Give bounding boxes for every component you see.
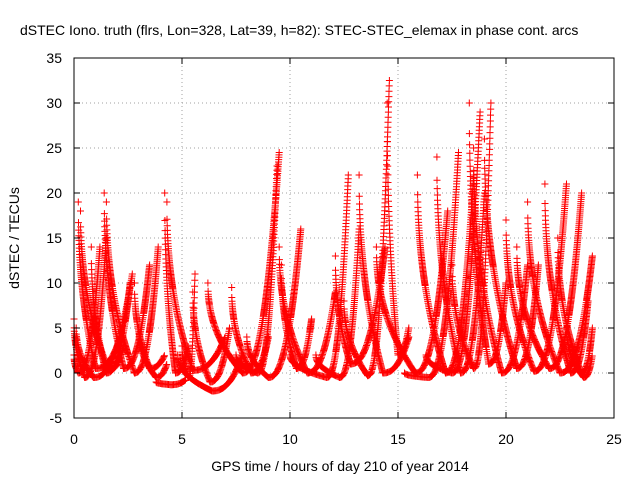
data-point-markers <box>502 216 538 374</box>
y-tick-label: 0 <box>54 365 62 381</box>
data-point-markers <box>232 351 261 377</box>
x-tick-label: 5 <box>178 431 186 447</box>
data-point-markers <box>243 333 272 381</box>
data-point-markers <box>163 198 196 373</box>
data-point-markers <box>465 99 493 368</box>
data-point-markers <box>254 162 281 377</box>
data-arc <box>372 207 452 377</box>
data-point-markers <box>422 351 455 377</box>
data-point-markers <box>470 144 505 376</box>
x-tick-label: 25 <box>606 431 622 447</box>
x-tick-label: 20 <box>498 431 514 447</box>
data-point-markers <box>524 198 564 376</box>
data-point-markers <box>204 279 246 377</box>
data-arc <box>563 324 596 381</box>
data-point-markers <box>580 352 596 381</box>
x-axis-label: GPS time / hours of day 210 of year 2014 <box>211 458 469 474</box>
data-point-markers <box>331 252 354 368</box>
data-arc <box>355 171 413 377</box>
data-point-markers <box>541 180 575 377</box>
y-tick-label: 10 <box>46 275 62 291</box>
x-tick-label: 10 <box>282 431 298 447</box>
data-point-markers <box>189 288 214 385</box>
data-point-markers <box>355 171 387 376</box>
data-point-markers <box>167 376 189 389</box>
data-point-markers <box>372 243 419 376</box>
data-arc <box>87 243 134 377</box>
data-arc <box>232 162 281 377</box>
data-point-markers <box>102 279 134 377</box>
axis-ticks: 0 5 10 15 20 25 -5 0 5 10 15 20 25 30 35 <box>46 50 622 447</box>
data-point-markers <box>433 153 465 377</box>
y-tick-label: 20 <box>46 185 62 201</box>
data-point-markers <box>448 261 477 372</box>
data-point-markers <box>135 324 159 381</box>
y-tick-label: 15 <box>46 230 62 246</box>
data-arc <box>152 376 189 389</box>
y-axis-label: dSTEC / TECUs <box>6 187 22 289</box>
data-point-markers <box>413 171 449 377</box>
data-points <box>70 77 596 395</box>
data-arc <box>135 324 171 381</box>
data-point-markers <box>312 351 343 381</box>
x-tick-label: 15 <box>390 431 406 447</box>
data-point-markers <box>286 351 330 381</box>
chart-title: dSTEC Iono. truth (flrs, Lon=328, Lat=39… <box>20 22 578 38</box>
data-arc <box>189 288 233 386</box>
data-point-markers <box>480 135 521 372</box>
data-point-markers <box>340 297 372 379</box>
y-tick-label: 30 <box>46 95 62 111</box>
x-tick-label: 0 <box>70 431 78 447</box>
data-point-markers <box>102 198 138 376</box>
data-point-markers <box>152 361 171 381</box>
data-point-markers <box>513 243 553 372</box>
data-point-markers <box>563 324 587 381</box>
y-tick-label: -5 <box>50 410 63 426</box>
y-tick-label: 35 <box>46 50 62 66</box>
y-tick-label: 25 <box>46 140 62 156</box>
y-tick-label: 5 <box>54 320 62 336</box>
data-point-markers <box>87 243 110 377</box>
